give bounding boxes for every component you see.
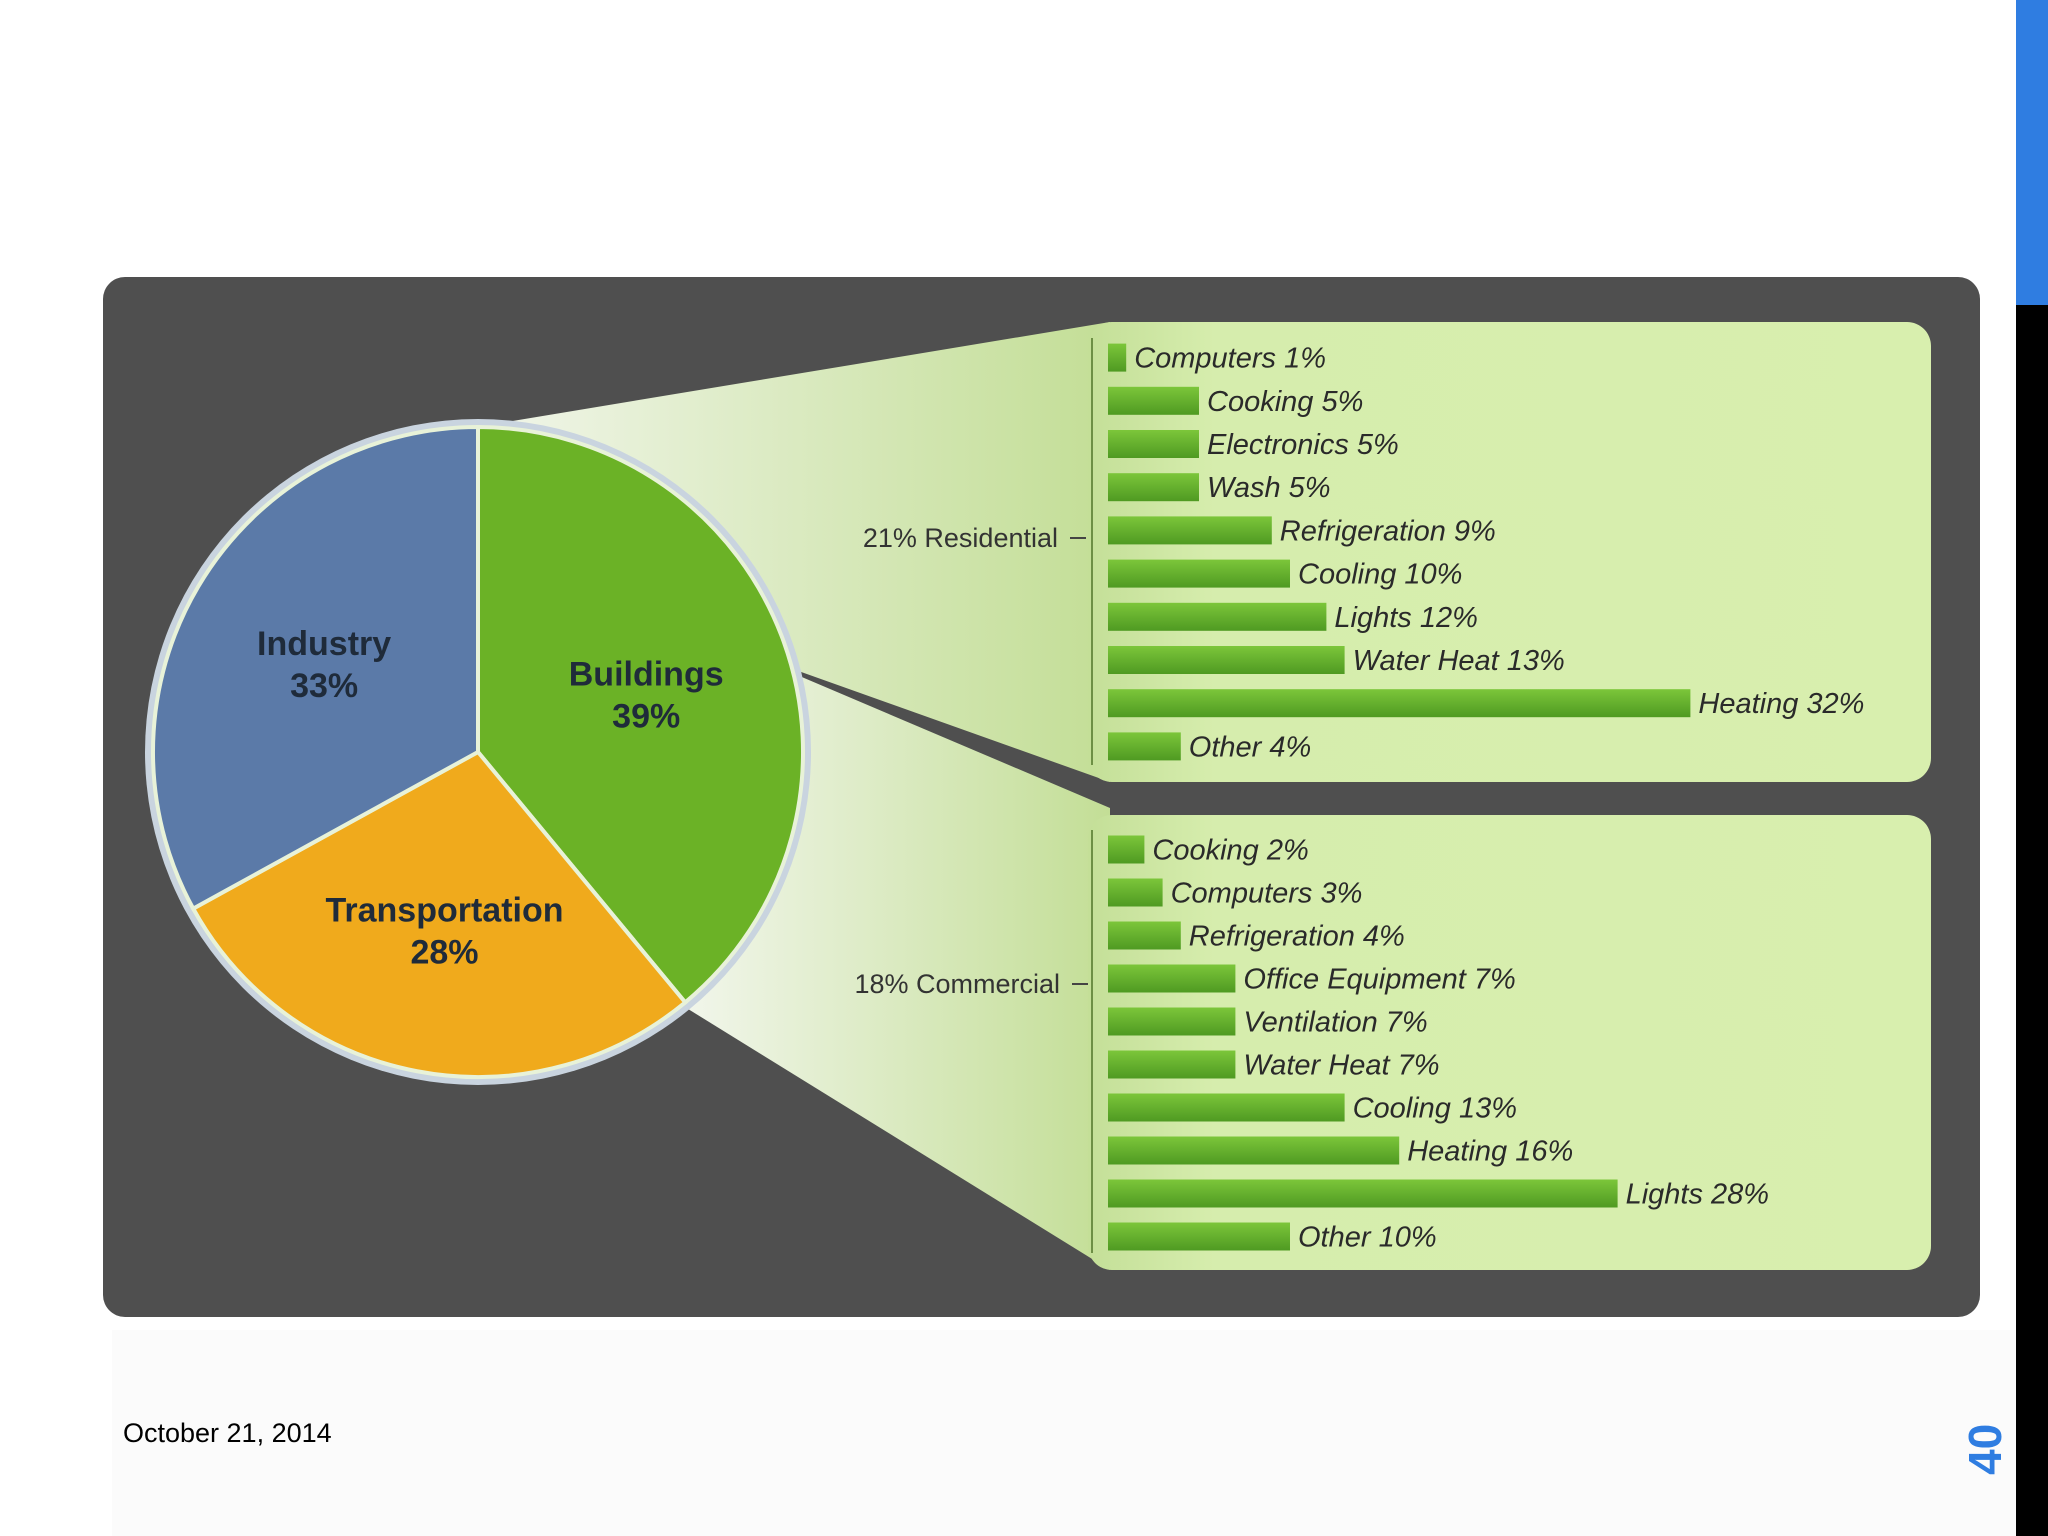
bar-label: Office Equipment 7% <box>1243 964 1515 996</box>
footer-band <box>112 1330 2016 1536</box>
bar-cooling <box>1108 559 1290 588</box>
bar-label: Cooking 5% <box>1207 386 1363 418</box>
pie-chart: Buildings 39% Transportation 28% Industry 33% <box>145 419 811 1085</box>
bar-heating <box>1108 1136 1400 1165</box>
bar-wash <box>1108 473 1199 502</box>
bar-label: Cooling 10% <box>1298 559 1462 591</box>
bar-label: Heating 32% <box>1698 688 1864 720</box>
bar-label: Wash 5% <box>1207 472 1331 504</box>
bar-computers <box>1108 878 1163 907</box>
bar-label: Cooking 2% <box>1152 835 1308 867</box>
pie-value-transportation: 28% <box>410 934 478 972</box>
bar-label: Electronics 5% <box>1207 429 1399 461</box>
page-number: 40 <box>1959 1423 2011 1475</box>
bar-lights <box>1108 602 1327 631</box>
bar-label: Water Heat 7% <box>1243 1050 1439 1082</box>
bar-other <box>1108 732 1181 761</box>
bar-office-equipment <box>1108 964 1236 993</box>
bar-label: Lights 12% <box>1334 602 1478 634</box>
pie-slice-buildings <box>476 424 805 1006</box>
bar-label: Refrigeration 4% <box>1189 921 1405 953</box>
pie-label-buildings: Buildings <box>569 656 724 694</box>
bar-cooking <box>1108 835 1145 864</box>
bar-label: Cooling 13% <box>1353 1093 1517 1125</box>
pie-slice-industry <box>150 424 480 912</box>
bar-label: Water Heat 13% <box>1353 645 1565 677</box>
commercial-bar-chart: Cooking 2% Computers 3% Refrigeration 4% Of… <box>1108 835 1769 1254</box>
bar-label: Other 10% <box>1298 1222 1437 1254</box>
bar-label: Lights 28% <box>1626 1179 1770 1211</box>
bar-computers <box>1108 343 1127 372</box>
commercial-group-label: 18% Commercial <box>854 969 1060 999</box>
bar-label: Other 4% <box>1189 731 1312 763</box>
bar-water-heat <box>1108 1050 1236 1079</box>
residential-connector <box>470 322 1110 782</box>
bar-label: Refrigeration 9% <box>1280 515 1496 547</box>
pie-value-industry: 33% <box>290 667 358 705</box>
bar-label: Computers 1% <box>1134 343 1326 375</box>
pie-slice-transportation <box>190 749 689 1079</box>
bar-label: Heating 16% <box>1407 1136 1573 1168</box>
bar-heating <box>1108 689 1691 718</box>
residential-group-label: 21% Residential <box>863 523 1058 553</box>
bar-water-heat <box>1108 646 1345 674</box>
bar-cooking <box>1108 386 1199 415</box>
side-dark-bar <box>2016 305 2048 1536</box>
side-accent-bar <box>2016 0 2048 305</box>
pie-value-buildings: 39% <box>612 698 680 736</box>
bar-ventilation <box>1108 1007 1236 1036</box>
slide-date: October 21, 2014 <box>123 1418 332 1448</box>
bar-electronics <box>1108 430 1199 458</box>
bar-other <box>1108 1222 1290 1251</box>
pie-label-industry: Industry <box>257 625 391 663</box>
bar-lights <box>1108 1179 1618 1208</box>
bar-label: Ventilation 7% <box>1243 1007 1427 1039</box>
bar-refrigeration <box>1108 516 1272 545</box>
bar-cooling <box>1108 1093 1345 1122</box>
residential-bar-chart: Computers 1% Cooking 5% Electronics 5% Wash… <box>1108 343 1864 763</box>
bar-refrigeration <box>1108 921 1181 950</box>
pie-label-transportation: Transportation <box>325 892 563 930</box>
bar-label: Computers 3% <box>1171 878 1363 910</box>
